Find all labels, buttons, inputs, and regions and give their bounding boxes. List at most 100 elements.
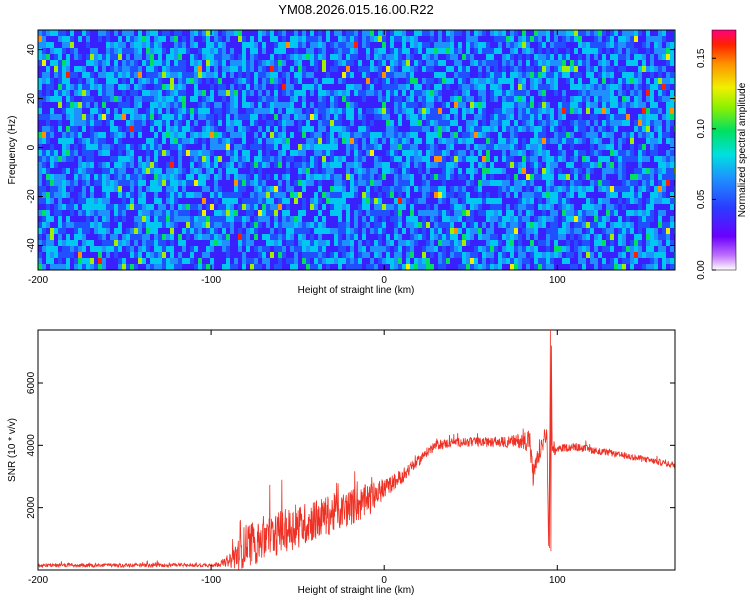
heatmap-cell bbox=[282, 168, 286, 174]
heatmap-cell bbox=[198, 162, 202, 168]
heatmap-cell bbox=[370, 60, 374, 66]
heatmap-cell bbox=[374, 198, 378, 204]
heatmap-cell bbox=[326, 198, 330, 204]
heatmap-cell bbox=[474, 102, 478, 108]
heatmap-cell bbox=[266, 150, 270, 156]
heatmap-cell bbox=[246, 120, 250, 126]
heatmap-cell bbox=[490, 54, 494, 60]
heatmap-cell bbox=[114, 234, 118, 240]
heatmap-cell bbox=[246, 174, 250, 180]
heatmap-cell bbox=[362, 180, 366, 186]
heatmap-cell bbox=[302, 228, 306, 234]
heatmap-cell bbox=[534, 102, 538, 108]
heatmap-cell bbox=[282, 156, 286, 162]
heatmap-cell bbox=[146, 234, 150, 240]
heatmap-cell bbox=[414, 108, 418, 114]
heatmap-cell bbox=[214, 222, 218, 228]
heatmap-cell bbox=[410, 132, 414, 138]
heatmap-cell bbox=[498, 204, 502, 210]
heatmap-cell bbox=[274, 54, 278, 60]
heatmap-cell bbox=[78, 162, 82, 168]
heatmap-cell bbox=[518, 174, 522, 180]
heatmap-cell bbox=[126, 132, 130, 138]
heatmap-cell bbox=[362, 204, 366, 210]
heatmap-cell bbox=[406, 90, 410, 96]
heatmap-cell bbox=[362, 264, 366, 270]
heatmap-cell bbox=[126, 54, 130, 60]
heatmap-cell bbox=[234, 108, 238, 114]
heatmap-cell bbox=[234, 192, 238, 198]
heatmap-cell bbox=[346, 102, 350, 108]
heatmap-cell bbox=[326, 246, 330, 252]
heatmap-cell bbox=[262, 90, 266, 96]
heatmap-cell bbox=[326, 192, 330, 198]
heatmap-cell bbox=[118, 60, 122, 66]
heatmap-cell bbox=[306, 252, 310, 258]
heatmap-cell bbox=[238, 66, 242, 72]
heatmap-cell bbox=[102, 96, 106, 102]
heatmap-cell bbox=[278, 78, 282, 84]
heatmap-cell bbox=[422, 210, 426, 216]
heatmap-cell bbox=[402, 246, 406, 252]
heatmap-cell bbox=[174, 246, 178, 252]
heatmap-cell bbox=[290, 186, 294, 192]
heatmap-cell bbox=[110, 144, 114, 150]
heatmap-cell bbox=[446, 108, 450, 114]
heatmap-cell bbox=[170, 234, 174, 240]
heatmap-cell bbox=[514, 168, 518, 174]
heatmap-cell bbox=[334, 126, 338, 132]
heatmap-cell bbox=[274, 114, 278, 120]
heatmap-cell bbox=[418, 42, 422, 48]
heatmap-cell bbox=[258, 222, 262, 228]
heatmap-cell bbox=[298, 138, 302, 144]
heatmap-cell bbox=[394, 120, 398, 126]
heatmap-cell bbox=[502, 138, 506, 144]
heatmap-cell bbox=[386, 162, 390, 168]
heatmap-cell bbox=[62, 204, 66, 210]
heatmap-cell bbox=[290, 54, 294, 60]
heatmap-cell bbox=[294, 192, 298, 198]
heatmap-cell bbox=[206, 60, 210, 66]
heatmap-cell bbox=[114, 126, 118, 132]
heatmap-cell bbox=[122, 228, 126, 234]
heatmap-cell bbox=[174, 96, 178, 102]
heatmap-cell bbox=[526, 228, 530, 234]
heatmap-cell bbox=[178, 174, 182, 180]
heatmap-cell bbox=[526, 168, 530, 174]
heatmap-cell bbox=[278, 48, 282, 54]
heatmap-cell bbox=[526, 36, 530, 42]
heatmap-cell bbox=[154, 48, 158, 54]
heatmap-cell bbox=[50, 180, 54, 186]
heatmap-cell bbox=[202, 234, 206, 240]
heatmap-cell bbox=[490, 72, 494, 78]
heatmap-cell bbox=[310, 180, 314, 186]
heatmap-cell bbox=[102, 72, 106, 78]
heatmap-cell bbox=[270, 204, 274, 210]
heatmap-cell bbox=[382, 108, 386, 114]
heatmap-cell bbox=[306, 162, 310, 168]
heatmap-cell bbox=[218, 60, 222, 66]
heatmap-cell bbox=[426, 108, 430, 114]
heatmap-cell bbox=[182, 90, 186, 96]
heatmap-cell bbox=[122, 180, 126, 186]
heatmap-cell bbox=[322, 234, 326, 240]
heatmap-cell bbox=[98, 150, 102, 156]
heatmap-cell bbox=[166, 84, 170, 90]
heatmap-cell bbox=[362, 54, 366, 60]
heatmap-cell bbox=[42, 30, 46, 36]
heatmap-cell bbox=[74, 180, 78, 186]
heatmap-cell bbox=[454, 210, 458, 216]
heatmap-cell bbox=[138, 114, 142, 120]
heatmap-cell bbox=[94, 108, 98, 114]
heatmap-cell bbox=[294, 258, 298, 264]
heatmap-cell bbox=[454, 54, 458, 60]
heatmap-cell bbox=[526, 72, 530, 78]
heatmap-cell bbox=[226, 228, 230, 234]
heatmap-cell bbox=[202, 174, 206, 180]
heatmap-cell bbox=[154, 264, 158, 270]
heatmap-cell bbox=[174, 90, 178, 96]
heatmap-cell bbox=[282, 252, 286, 258]
heatmap-cell bbox=[242, 198, 246, 204]
heatmap-cell bbox=[78, 48, 82, 54]
heatmap-cell bbox=[186, 156, 190, 162]
